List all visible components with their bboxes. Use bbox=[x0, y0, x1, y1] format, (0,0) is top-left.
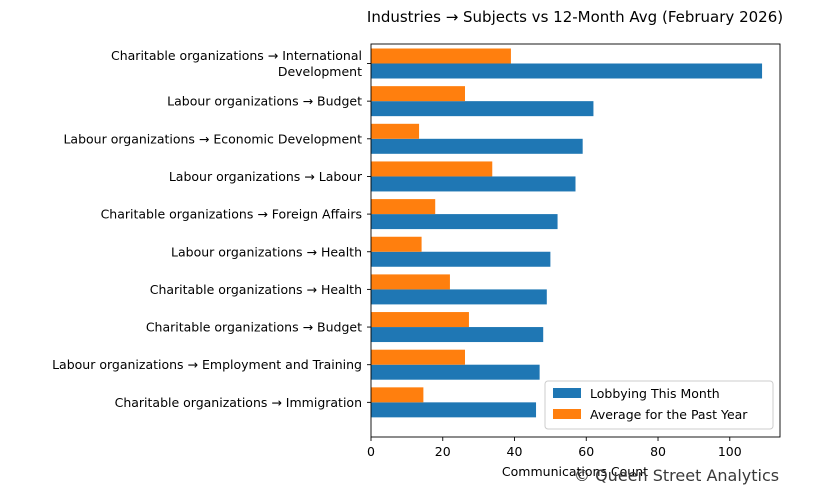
y-tick-label: Labour organizations → Employment and Tr… bbox=[52, 357, 362, 372]
legend: Lobbying This Month Average for the Past … bbox=[544, 380, 774, 430]
bar-this-month-7 bbox=[371, 327, 544, 343]
legend-swatch bbox=[553, 388, 581, 398]
legend-swatch bbox=[553, 409, 581, 419]
bar-past-year-avg-7 bbox=[371, 312, 469, 328]
bar-past-year-avg-1 bbox=[371, 86, 465, 102]
y-tick-label: Charitable organizations → Health bbox=[150, 282, 362, 297]
watermark: © Queen Street Analytics bbox=[574, 466, 780, 485]
x-tick-label: 0 bbox=[367, 444, 375, 459]
x-tick-label: 80 bbox=[650, 444, 666, 459]
y-tick-label: Labour organizations → Health bbox=[171, 244, 362, 259]
bar-past-year-avg-9 bbox=[371, 387, 424, 403]
x-tick-label: 60 bbox=[578, 444, 594, 459]
bar-this-month-9 bbox=[371, 402, 537, 418]
y-tick-label: Charitable organizations → International bbox=[111, 48, 362, 63]
x-axis: 0 20 40 60 80 100 bbox=[367, 437, 742, 459]
bar-this-month-3 bbox=[371, 176, 576, 192]
bar-this-month-2 bbox=[371, 138, 583, 154]
bar-past-year-avg-3 bbox=[371, 161, 493, 177]
y-tick-label: Labour organizations → Labour bbox=[169, 169, 363, 184]
bar-past-year-avg-6 bbox=[371, 274, 450, 290]
bar-past-year-avg-2 bbox=[371, 123, 420, 139]
category-labels: Charitable organizations → International… bbox=[52, 48, 371, 410]
bar-this-month-0 bbox=[371, 63, 763, 79]
x-tick-label: 20 bbox=[435, 444, 451, 459]
bars-group bbox=[371, 48, 763, 418]
legend-label: Average for the Past Year bbox=[590, 407, 748, 422]
bar-this-month-6 bbox=[371, 289, 547, 305]
legend-label: Lobbying This Month bbox=[590, 386, 720, 401]
bar-past-year-avg-5 bbox=[371, 236, 422, 252]
y-tick-label: Charitable organizations → Budget bbox=[146, 320, 362, 335]
y-tick-label: Labour organizations → Economic Developm… bbox=[63, 131, 362, 146]
y-tick-label: Charitable organizations → Immigration bbox=[115, 395, 362, 410]
bar-this-month-1 bbox=[371, 101, 594, 117]
chart-title: Industries → Subjects vs 12-Month Avg (F… bbox=[367, 8, 783, 26]
x-axis-label: Communications Count bbox=[502, 464, 648, 479]
bar-past-year-avg-4 bbox=[371, 199, 436, 215]
x-tick-label: 40 bbox=[507, 444, 523, 459]
bar-past-year-avg-8 bbox=[371, 349, 465, 365]
bar-this-month-4 bbox=[371, 214, 558, 230]
bar-past-year-avg-0 bbox=[371, 48, 511, 64]
bar-this-month-8 bbox=[371, 364, 540, 380]
plot-frame bbox=[370, 43, 781, 438]
y-tick-label: Charitable organizations → Foreign Affai… bbox=[101, 207, 362, 222]
x-tick-label: 100 bbox=[718, 444, 742, 459]
y-tick-label: Development bbox=[278, 64, 362, 79]
y-tick-label: Labour organizations → Budget bbox=[167, 94, 362, 109]
legend-box bbox=[544, 380, 774, 430]
bar-this-month-5 bbox=[371, 251, 551, 267]
